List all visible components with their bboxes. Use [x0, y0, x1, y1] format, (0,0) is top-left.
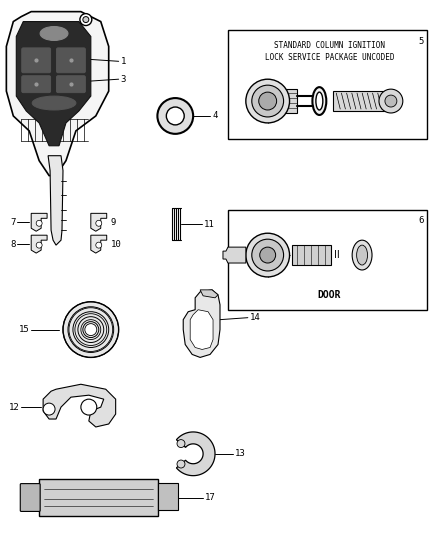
- Text: 3: 3: [120, 75, 126, 84]
- Text: STANDARD COLUMN IGNITION: STANDARD COLUMN IGNITION: [274, 41, 385, 50]
- Circle shape: [81, 399, 97, 415]
- Polygon shape: [190, 310, 213, 350]
- Polygon shape: [183, 290, 220, 358]
- FancyBboxPatch shape: [22, 48, 50, 72]
- Bar: [228, 29, 427, 139]
- Circle shape: [83, 17, 89, 22]
- Text: 9: 9: [111, 218, 116, 227]
- Ellipse shape: [316, 92, 323, 110]
- Circle shape: [96, 220, 102, 226]
- Text: 1: 1: [120, 57, 126, 66]
- Text: LOCK SERVICE PACKAGE UNCODED: LOCK SERVICE PACKAGE UNCODED: [265, 53, 394, 62]
- Ellipse shape: [312, 87, 326, 115]
- FancyBboxPatch shape: [57, 48, 85, 72]
- Polygon shape: [200, 290, 218, 298]
- Text: 8: 8: [10, 240, 15, 248]
- Circle shape: [252, 239, 283, 271]
- Polygon shape: [31, 235, 47, 253]
- Text: 12: 12: [8, 402, 19, 411]
- Circle shape: [43, 403, 55, 415]
- Text: 4: 4: [212, 111, 217, 120]
- Circle shape: [36, 220, 42, 226]
- Ellipse shape: [32, 96, 76, 110]
- Circle shape: [63, 302, 119, 358]
- Circle shape: [80, 14, 92, 26]
- Ellipse shape: [352, 240, 372, 270]
- Bar: [333, 91, 388, 111]
- Circle shape: [157, 98, 193, 134]
- Circle shape: [385, 95, 397, 107]
- Circle shape: [85, 324, 97, 336]
- Text: 15: 15: [18, 325, 29, 334]
- Circle shape: [379, 89, 403, 113]
- Circle shape: [246, 79, 290, 123]
- Circle shape: [177, 440, 185, 448]
- Polygon shape: [177, 432, 215, 475]
- Polygon shape: [223, 247, 246, 263]
- Bar: [39, 479, 159, 516]
- Circle shape: [252, 85, 283, 117]
- Circle shape: [260, 247, 276, 263]
- Text: 11: 11: [204, 220, 215, 229]
- Text: 10: 10: [111, 240, 121, 248]
- Polygon shape: [31, 213, 47, 231]
- Bar: [228, 211, 427, 310]
- Text: 5: 5: [418, 37, 424, 46]
- Text: mopar: mopar: [45, 31, 63, 36]
- Polygon shape: [91, 213, 107, 231]
- FancyBboxPatch shape: [22, 76, 50, 93]
- Bar: [159, 482, 178, 511]
- FancyBboxPatch shape: [20, 483, 40, 512]
- Ellipse shape: [357, 245, 367, 265]
- Polygon shape: [7, 12, 109, 175]
- Circle shape: [177, 460, 185, 468]
- Text: 17: 17: [205, 493, 216, 502]
- Circle shape: [36, 242, 42, 248]
- Circle shape: [96, 242, 102, 248]
- Circle shape: [166, 107, 184, 125]
- Circle shape: [259, 92, 277, 110]
- Text: 13: 13: [235, 449, 246, 458]
- Text: 7: 7: [10, 218, 15, 227]
- Text: 14: 14: [250, 313, 261, 322]
- Polygon shape: [16, 21, 91, 146]
- Bar: [268, 89, 297, 113]
- Text: DOOR: DOOR: [318, 290, 341, 300]
- Polygon shape: [43, 384, 116, 427]
- Ellipse shape: [40, 27, 68, 41]
- Text: II: II: [334, 250, 340, 260]
- Bar: [292, 245, 331, 265]
- Circle shape: [246, 233, 290, 277]
- Polygon shape: [91, 235, 107, 253]
- FancyBboxPatch shape: [57, 76, 85, 93]
- Polygon shape: [48, 156, 63, 245]
- Text: 6: 6: [418, 216, 424, 225]
